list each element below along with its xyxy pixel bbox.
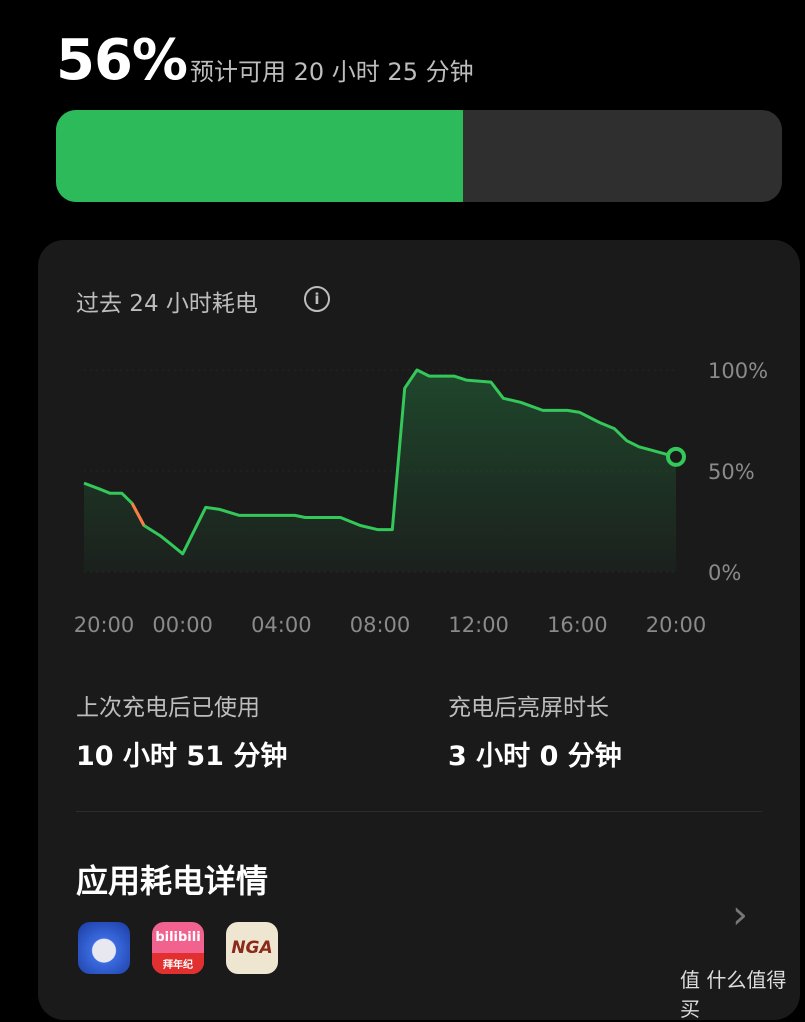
x-tick-label: 00:00 xyxy=(152,613,213,637)
app-icon-bilibili[interactable]: bilibili 拜年纪 xyxy=(152,922,204,974)
app-icon-game[interactable] xyxy=(78,922,130,974)
stat-label-since-charge: 上次充电后已使用 xyxy=(76,695,260,721)
battery-level-fill xyxy=(56,110,463,202)
x-tick-label: 20:00 xyxy=(74,613,135,637)
app-icon-nga[interactable]: NGA xyxy=(226,922,278,974)
y-tick-label: 50% xyxy=(708,460,755,484)
watermark: 值 什么值得买 xyxy=(680,968,787,1021)
chart-area xyxy=(84,370,676,572)
info-icon[interactable]: i xyxy=(304,286,330,312)
app-usage-title[interactable]: 应用耗电详情 xyxy=(76,862,269,900)
battery-chart: 100% 50% 0% 20:00 00:00 04:00 08:00 12:00 16:00 2… xyxy=(74,359,768,637)
battery-estimate: 预计可用 20 小时 25 分钟 xyxy=(190,58,474,86)
stat-label-screen-on: 充电后亮屏时长 xyxy=(448,695,609,721)
stat-value-screen-on: 3 小时 0 分钟 xyxy=(448,741,622,772)
chart-title: 过去 24 小时耗电 xyxy=(76,291,258,317)
x-tick-label: 16:00 xyxy=(547,613,608,637)
bilibili-subtext: 拜年纪 xyxy=(152,953,204,974)
battery-level-bar xyxy=(56,110,782,202)
x-tick-label: 08:00 xyxy=(350,613,411,637)
stat-value-since-charge: 10 小时 51 分钟 xyxy=(76,741,288,772)
divider xyxy=(76,811,762,812)
chart-highlight-segment xyxy=(130,502,146,527)
chart-line xyxy=(83,368,677,556)
chevron-right-icon[interactable]: › xyxy=(732,892,748,938)
x-tick-label: 12:00 xyxy=(448,613,509,637)
battery-percent: 56% xyxy=(56,28,188,93)
y-tick-label: 100% xyxy=(708,359,768,383)
bilibili-logo-text: bilibili xyxy=(155,930,201,945)
x-tick-label: 20:00 xyxy=(646,613,707,637)
x-tick-label: 04:00 xyxy=(251,613,312,637)
current-level-marker xyxy=(666,446,686,467)
y-tick-label: 0% xyxy=(708,561,741,585)
